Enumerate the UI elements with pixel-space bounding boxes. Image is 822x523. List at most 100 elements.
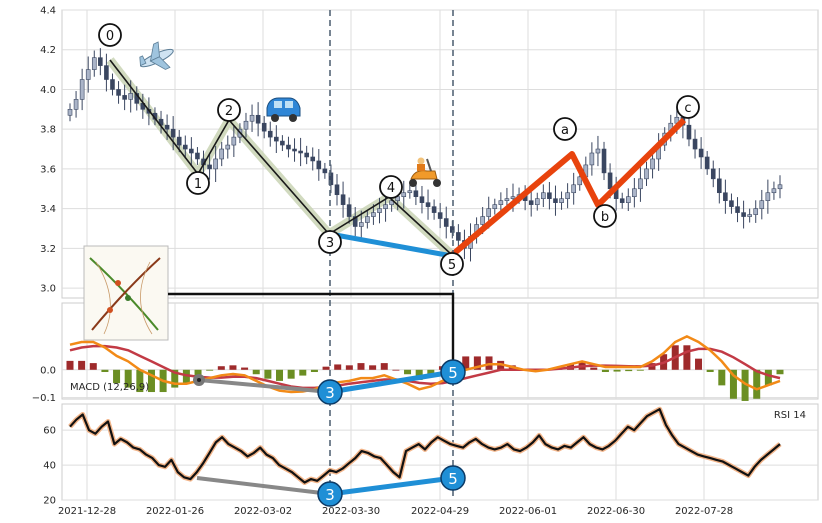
macd-hist-bar [276, 369, 284, 381]
candle [759, 189, 765, 220]
macd-hist-bar [357, 363, 365, 370]
macd-gray-line [198, 378, 331, 394]
macd-hist-bar [101, 369, 109, 373]
x-tick: 2022-06-30 [587, 506, 645, 517]
macd-hist-bar [194, 369, 202, 377]
inset-connector [168, 292, 455, 366]
macd-divergence-line [329, 369, 454, 395]
candle [571, 172, 576, 205]
wave-label-4-circle [379, 175, 403, 199]
wave-label-2-circle [217, 98, 241, 122]
macd-hist-bar [683, 345, 691, 370]
macd-hist-bar [462, 356, 470, 370]
wave-label-4: 4 [387, 181, 395, 196]
candle [547, 182, 552, 210]
candle [686, 118, 692, 147]
price-divergence-line [329, 231, 453, 259]
candle [407, 184, 413, 199]
macd-hist-bar [718, 369, 726, 386]
candle [692, 129, 698, 159]
macd-hist-bar [369, 365, 377, 370]
candle [67, 103, 73, 122]
macd-hist-bar [613, 369, 621, 372]
rsi-gray-line [196, 476, 331, 496]
x-tick: 2022-03-02 [234, 506, 292, 517]
candle [492, 198, 498, 215]
rsi-node-5 [440, 465, 466, 491]
candle [431, 199, 437, 220]
macd-hist-bar [241, 367, 249, 370]
macd-node-3 [317, 379, 343, 405]
candle [322, 162, 328, 179]
macd-gray-node-dot [197, 378, 201, 382]
price-y-tick: 3.4 [40, 204, 56, 215]
wave-label-2: 2 [225, 104, 233, 119]
candle [304, 145, 309, 165]
candle [704, 151, 710, 175]
rsi-y-tick: 60 [43, 426, 56, 437]
macd-line [69, 335, 781, 394]
candle [437, 203, 443, 229]
candle [346, 197, 352, 224]
candle [425, 189, 431, 220]
macd-hist-bar [252, 369, 260, 375]
candle [765, 179, 771, 214]
macd-hist-bar [636, 369, 644, 371]
candle [528, 188, 534, 217]
candle [98, 48, 103, 76]
candle [207, 154, 212, 180]
candle [419, 185, 425, 214]
candle [189, 137, 194, 165]
wave-label-5-circle [440, 252, 464, 276]
macd-hist-bar [310, 369, 318, 373]
wave-label-a-circle [553, 117, 577, 141]
candle [747, 208, 752, 223]
candle [777, 175, 783, 199]
candle [164, 114, 170, 140]
macd-hist-bar [113, 369, 121, 384]
candle [261, 116, 267, 139]
candle [401, 180, 407, 209]
macd-hist-bar [625, 369, 633, 372]
candle [595, 135, 601, 167]
candle [601, 141, 607, 181]
macd-hist-bar [299, 369, 307, 376]
macd-hist-bar [427, 369, 435, 375]
candle [741, 200, 746, 229]
candle [298, 137, 303, 167]
macd-hist-bar [124, 369, 132, 388]
wave-label-b-circle [593, 204, 617, 228]
scooter-icon [409, 157, 441, 187]
wave-label-1: 1 [194, 177, 202, 192]
candle [589, 142, 595, 176]
x-tick: 2022-04-29 [411, 506, 469, 517]
candle [255, 102, 261, 137]
rsi-line [69, 408, 781, 484]
macd-hist-bar [776, 369, 784, 375]
macd-hist-bar [217, 366, 225, 370]
wave-label-0: 0 [106, 29, 114, 44]
candle [243, 112, 249, 138]
candle [170, 116, 176, 151]
macd-hist-bar [334, 364, 342, 370]
rsi-node-5-label: 5 [448, 470, 458, 488]
rsi-node-3-label: 3 [325, 486, 335, 504]
macd-hist-bar [171, 369, 179, 388]
candle [541, 184, 546, 208]
candle [286, 136, 291, 158]
wave-label-3: 3 [326, 236, 334, 251]
candle [274, 125, 279, 154]
candle [365, 210, 370, 229]
macd-hist-bar [729, 369, 737, 399]
inset-chart-image [83, 245, 169, 341]
candle [771, 181, 777, 200]
candle [219, 141, 225, 167]
wave-label-1-circle [186, 171, 210, 195]
candle [85, 56, 91, 93]
candle [638, 165, 643, 202]
macd-hist-bar [78, 360, 86, 370]
impulse-wave-line [109, 59, 453, 256]
macd-signal-line [69, 344, 781, 390]
macd-hist-bar [392, 369, 400, 371]
